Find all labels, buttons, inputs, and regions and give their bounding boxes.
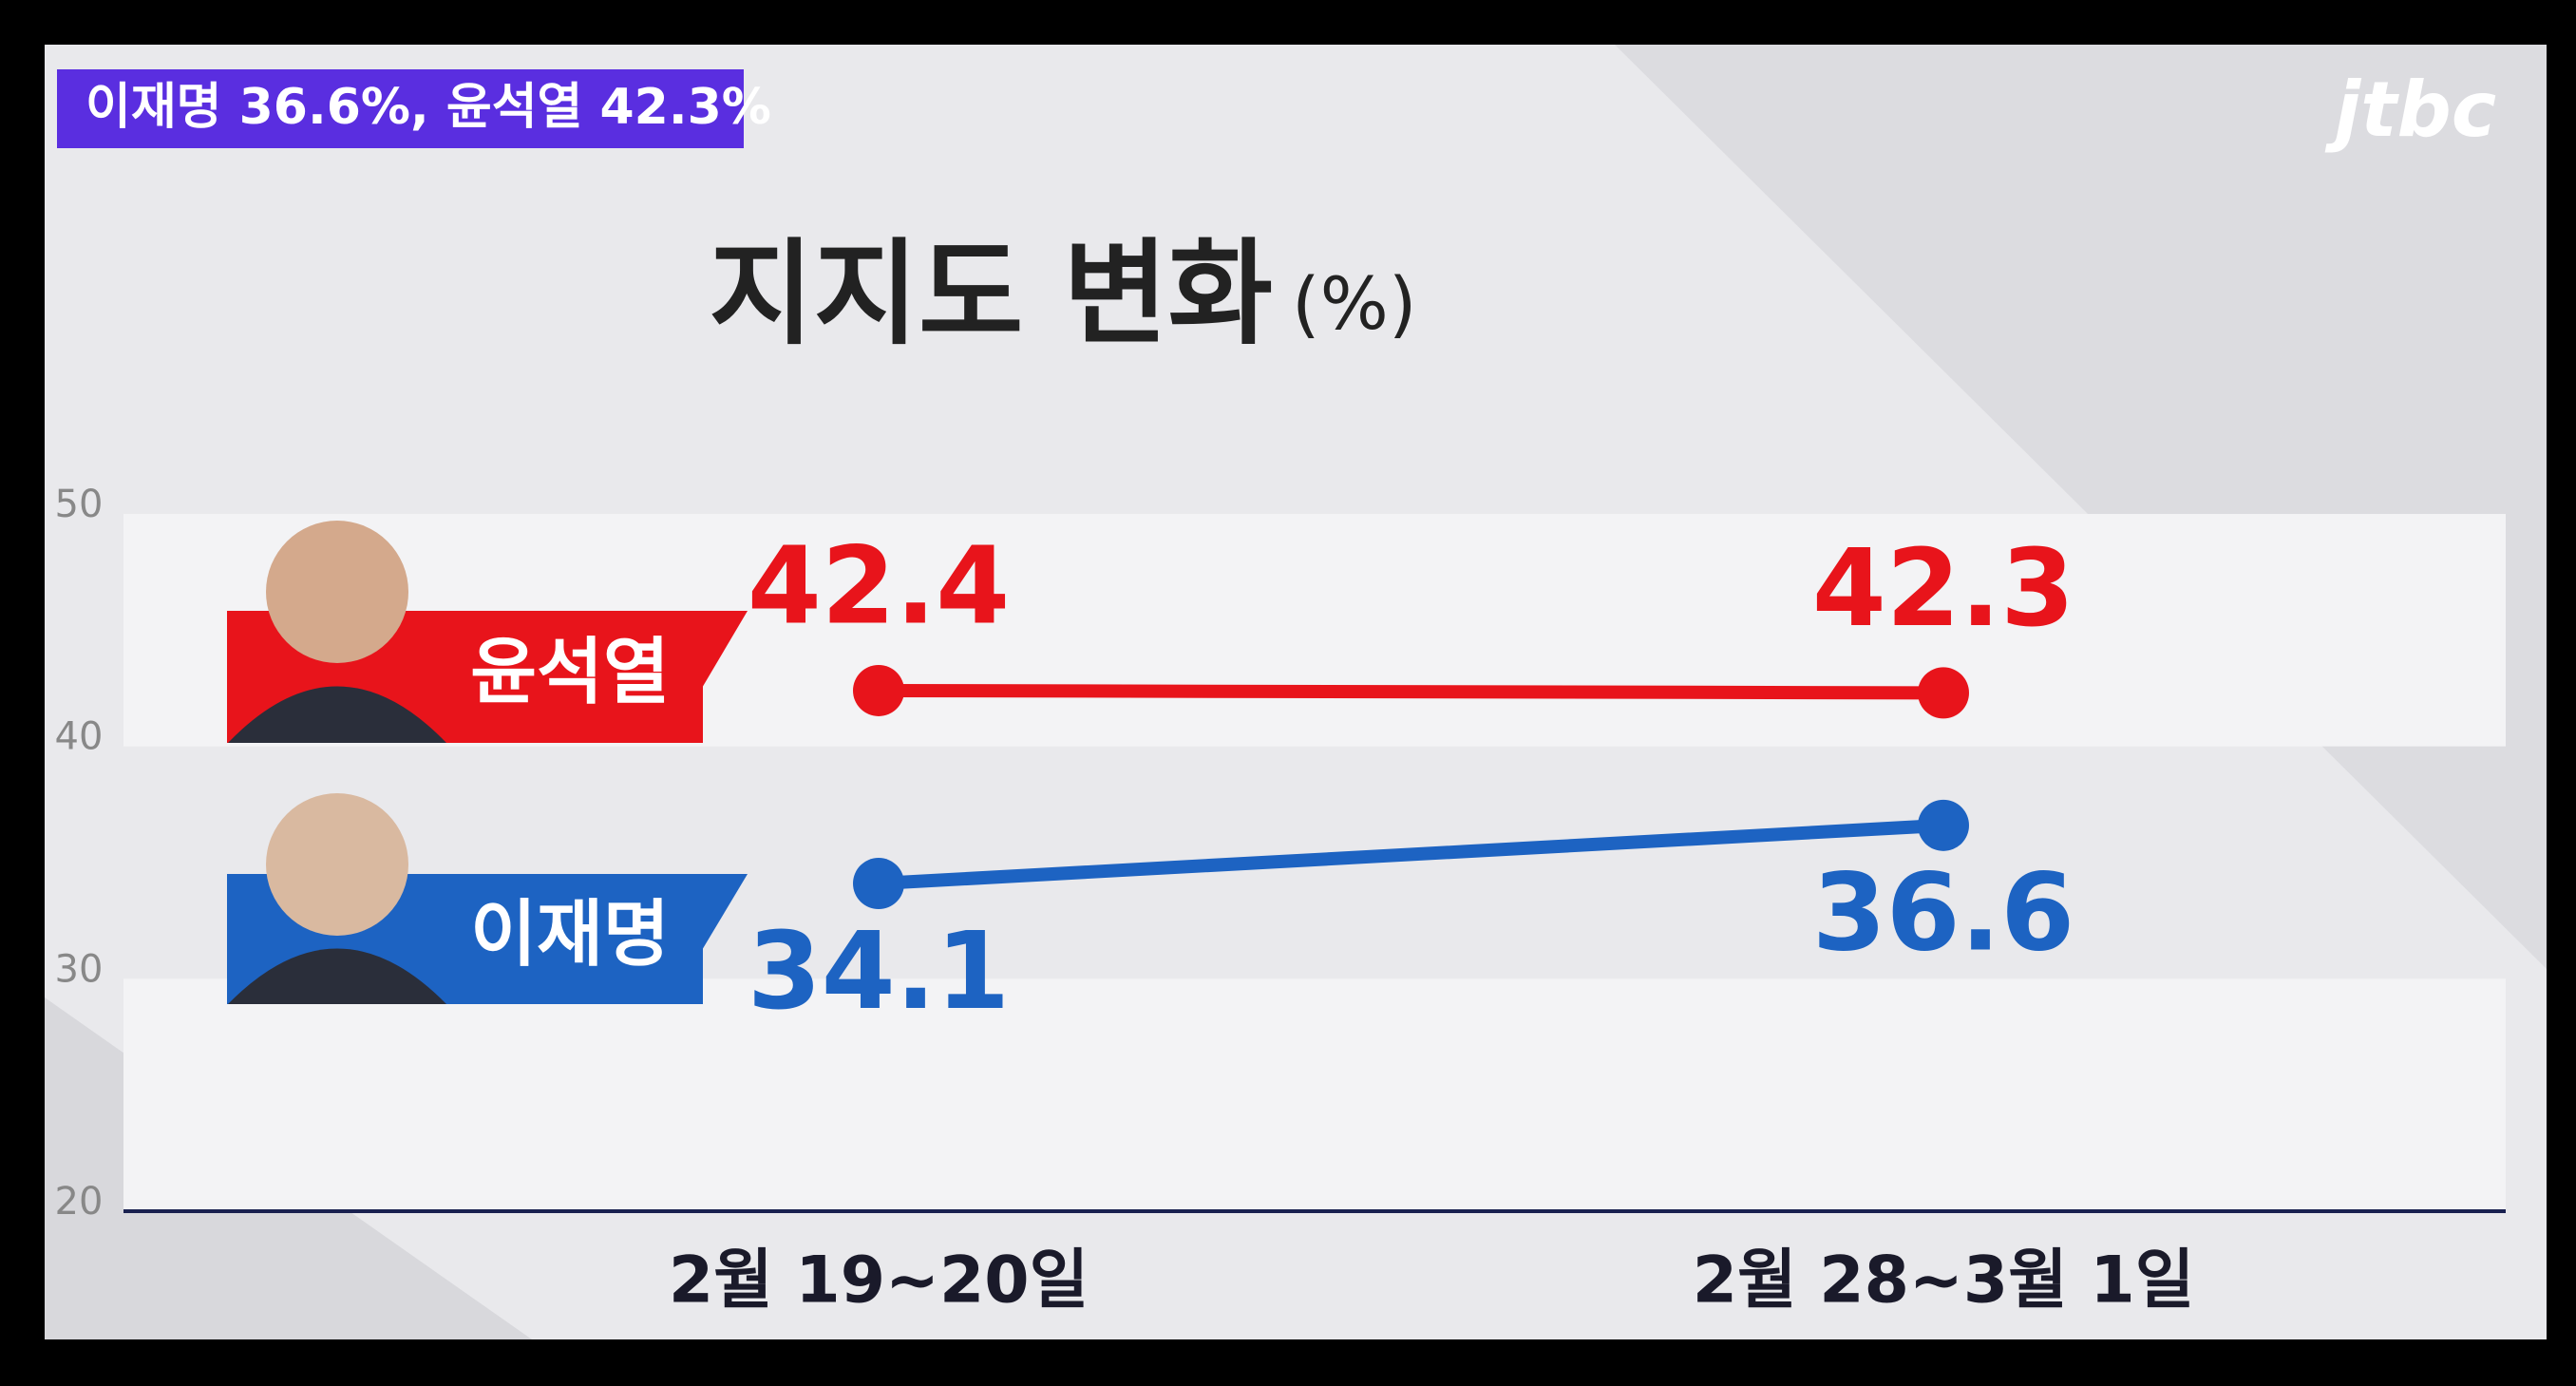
banner-text: 이재명 36.6%, 윤석열 42.3% — [85, 79, 771, 136]
x-tick-label: 2월 28~3월 1일 — [1693, 1244, 2195, 1319]
point — [1918, 799, 1969, 851]
series-line — [878, 683, 1944, 700]
series-line — [878, 818, 1944, 891]
value-label: 36.6 — [1812, 852, 2074, 976]
x-tick-label: 2월 19~20일 — [669, 1244, 1089, 1319]
grid-band — [123, 978, 2506, 1211]
point — [1918, 667, 1969, 719]
value-label: 42.3 — [1812, 527, 2074, 651]
chart-title: 지지도 변화 — [709, 229, 1273, 361]
point — [853, 664, 904, 716]
legend-label: 윤석열 — [470, 629, 670, 713]
value-label: 34.1 — [748, 910, 1010, 1034]
photo-head — [266, 793, 408, 936]
logo: jtbc — [2324, 66, 2496, 154]
photo-body — [228, 948, 446, 1004]
point — [853, 858, 904, 910]
y-tick-label: 40 — [55, 715, 104, 759]
unit-label: (%) — [1292, 261, 1417, 346]
photo-body — [228, 686, 446, 743]
value-label: 42.4 — [748, 525, 1010, 649]
photo-head — [266, 521, 408, 663]
y-tick-label: 20 — [55, 1180, 104, 1224]
y-tick-label: 50 — [55, 483, 104, 526]
y-tick-label: 30 — [55, 947, 104, 991]
legend-label: 이재명 — [470, 891, 670, 976]
banner-box — [57, 69, 744, 148]
